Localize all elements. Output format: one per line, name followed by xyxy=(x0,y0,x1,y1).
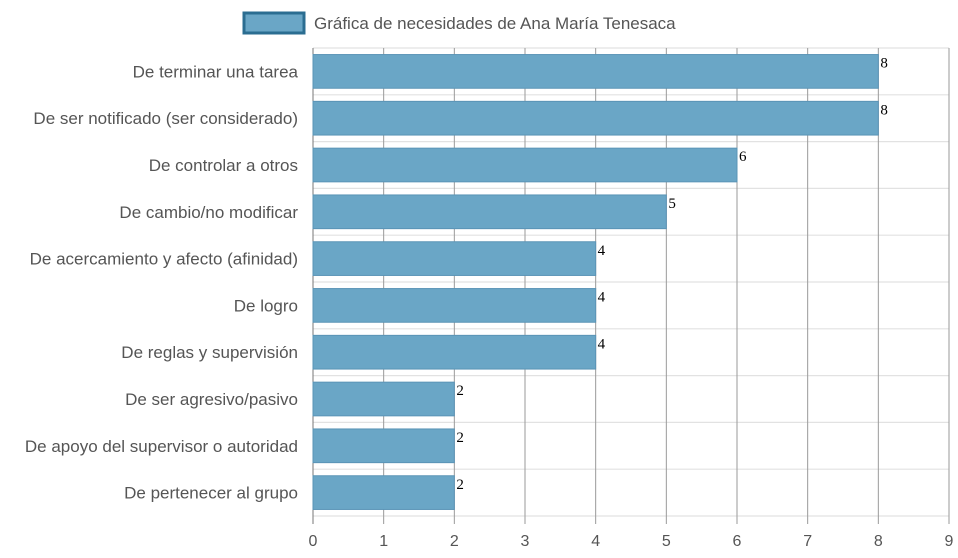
legend[interactable]: Gráfica de necesidades de Ana María Tene… xyxy=(242,11,676,35)
data-label: 8 xyxy=(880,102,888,118)
x-tick-label: 0 xyxy=(309,533,318,550)
category-label: De ser notificado (ser considerado) xyxy=(33,109,298,128)
x-tick-label: 8 xyxy=(874,533,883,550)
legend-swatch xyxy=(242,11,306,35)
category-label: De logro xyxy=(234,296,298,315)
x-tick-label: 6 xyxy=(733,533,742,550)
category-label: De cambio/no modificar xyxy=(119,203,298,222)
category-label: De pertenecer al grupo xyxy=(124,484,298,503)
x-tick-label: 4 xyxy=(591,533,600,550)
data-label: 5 xyxy=(668,196,676,212)
x-tick-label: 5 xyxy=(662,533,671,550)
bar[interactable] xyxy=(312,100,879,136)
category-label: De terminar una tarea xyxy=(133,62,299,81)
data-label: 4 xyxy=(598,290,606,306)
data-label: 2 xyxy=(456,430,464,446)
bar[interactable] xyxy=(312,147,738,183)
bar[interactable] xyxy=(312,194,667,230)
x-tick-label: 2 xyxy=(450,533,459,550)
bar[interactable] xyxy=(312,381,455,417)
data-label: 6 xyxy=(739,149,747,165)
data-label: 4 xyxy=(598,336,606,352)
bar[interactable] xyxy=(312,54,879,89)
x-tick-label: 9 xyxy=(945,533,954,550)
x-tick-label: 7 xyxy=(803,533,812,550)
x-tick-label: 3 xyxy=(521,533,530,550)
value-labels: 8 8 6 5 4 4 4 2 2 2 xyxy=(456,56,887,493)
data-label: 2 xyxy=(456,383,464,399)
x-tick-label: 1 xyxy=(379,533,388,550)
category-labels: De terminar una tarea De ser notificado (… xyxy=(25,62,299,502)
horizontal-gridlines xyxy=(313,47,949,517)
category-label: De apoyo del supervisor o autoridad xyxy=(25,437,298,456)
data-label: 8 xyxy=(880,56,888,72)
bar[interactable] xyxy=(312,288,597,323)
bar[interactable] xyxy=(312,428,455,464)
data-label: 4 xyxy=(598,243,606,259)
bar[interactable] xyxy=(312,475,455,510)
data-label: 2 xyxy=(456,477,464,493)
category-label: De controlar a otros xyxy=(149,156,298,175)
category-label: De acercamiento y afecto (afinidad) xyxy=(30,250,298,269)
bar[interactable] xyxy=(312,334,597,370)
legend-label: Gráfica de necesidades de Ana María Tene… xyxy=(314,14,676,33)
bars xyxy=(312,54,879,510)
bar[interactable] xyxy=(312,241,597,276)
category-label: De reglas y supervisión xyxy=(121,343,298,362)
x-axis-ticks: 0 1 2 3 4 5 6 7 8 9 xyxy=(309,533,954,550)
category-label: De ser agresivo/pasivo xyxy=(125,390,298,409)
